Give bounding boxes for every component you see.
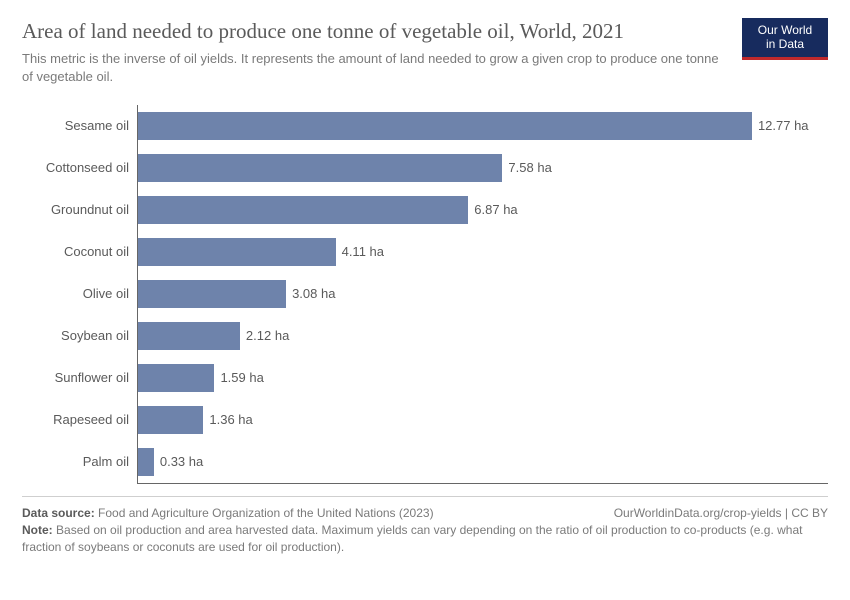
category-label: Groundnut oil <box>22 202 137 217</box>
bar <box>138 112 752 140</box>
bar <box>138 280 286 308</box>
bar-track: 1.36 ha <box>137 399 828 441</box>
value-label: 3.08 ha <box>292 286 335 301</box>
bar-track: 12.77 ha <box>137 105 828 147</box>
bar <box>138 196 468 224</box>
note-text: Based on oil production and area harvest… <box>22 523 802 554</box>
bar-row: Groundnut oil 6.87 ha <box>22 189 828 231</box>
data-source: Data source: Food and Agriculture Organi… <box>22 505 434 522</box>
chart-title: Area of land needed to produce one tonne… <box>22 18 722 44</box>
note-label: Note: <box>22 523 53 537</box>
bar-track: 0.33 ha <box>137 441 828 483</box>
bar-track: 3.08 ha <box>137 273 828 315</box>
bar-row: Palm oil 0.33 ha <box>22 441 828 483</box>
bar-row: Rapeseed oil 1.36 ha <box>22 399 828 441</box>
bar-row: Sesame oil 12.77 ha <box>22 105 828 147</box>
value-label: 6.87 ha <box>474 202 517 217</box>
x-axis <box>137 483 828 484</box>
value-label: 12.77 ha <box>758 118 809 133</box>
category-label: Coconut oil <box>22 244 137 259</box>
logo-line2: in Data <box>766 37 804 51</box>
source-text: Food and Agriculture Organization of the… <box>98 506 434 520</box>
category-label: Cottonseed oil <box>22 160 137 175</box>
bar-track: 1.59 ha <box>137 357 828 399</box>
value-label: 2.12 ha <box>246 328 289 343</box>
footer: Data source: Food and Agriculture Organi… <box>22 496 828 557</box>
bar-row: Olive oil 3.08 ha <box>22 273 828 315</box>
category-label: Olive oil <box>22 286 137 301</box>
value-label: 0.33 ha <box>160 454 203 469</box>
bar <box>138 154 502 182</box>
title-block: Area of land needed to produce one tonne… <box>22 18 742 87</box>
bar-row: Coconut oil 4.11 ha <box>22 231 828 273</box>
category-label: Sesame oil <box>22 118 137 133</box>
owid-logo: Our World in Data <box>742 18 828 60</box>
bar-row: Sunflower oil 1.59 ha <box>22 357 828 399</box>
category-label: Sunflower oil <box>22 370 137 385</box>
bar <box>138 322 240 350</box>
bar <box>138 448 154 476</box>
source-label: Data source: <box>22 506 95 520</box>
bar <box>138 406 203 434</box>
bar-track: 2.12 ha <box>137 315 828 357</box>
value-label: 1.59 ha <box>220 370 263 385</box>
bar-track: 7.58 ha <box>137 147 828 189</box>
bar-row: Cottonseed oil 7.58 ha <box>22 147 828 189</box>
value-label: 4.11 ha <box>342 244 384 259</box>
bar-chart: Sesame oil 12.77 ha Cottonseed oil 7.58 ha G… <box>22 105 828 484</box>
bar-row: Soybean oil 2.12 ha <box>22 315 828 357</box>
category-label: Rapeseed oil <box>22 412 137 427</box>
category-label: Soybean oil <box>22 328 137 343</box>
bar <box>138 364 214 392</box>
bar-track: 4.11 ha <box>137 231 828 273</box>
value-label: 7.58 ha <box>508 160 551 175</box>
header: Area of land needed to produce one tonne… <box>22 18 828 87</box>
category-label: Palm oil <box>22 454 137 469</box>
chart-subtitle: This metric is the inverse of oil yields… <box>22 50 722 86</box>
bar <box>138 238 336 266</box>
bar-track: 6.87 ha <box>137 189 828 231</box>
value-label: 1.36 ha <box>209 412 252 427</box>
footer-note: Note: Based on oil production and area h… <box>22 522 828 557</box>
attribution: OurWorldinData.org/crop-yields | CC BY <box>614 505 828 522</box>
logo-line1: Our World <box>758 23 812 37</box>
